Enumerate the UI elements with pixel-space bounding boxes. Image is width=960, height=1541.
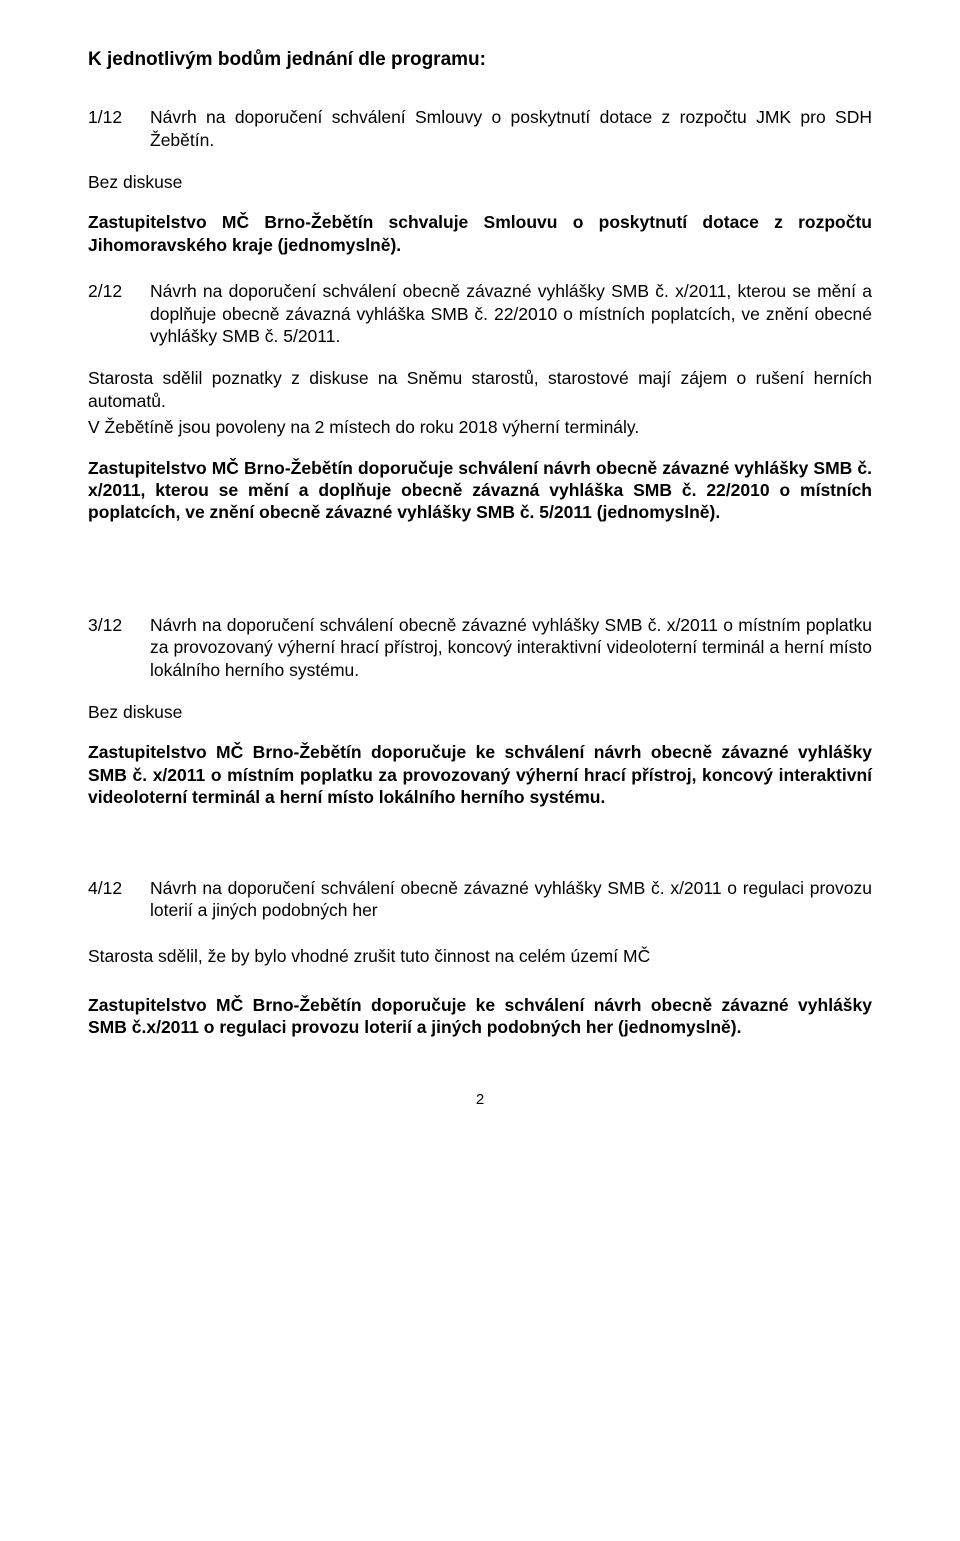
agenda-text: Návrh na doporučení schválení obecně záv… <box>150 614 872 681</box>
agenda-item-4: 4/12 Návrh na doporučení schválení obecn… <box>88 877 872 922</box>
agenda-number: 4/12 <box>88 877 150 922</box>
resolution-3: Zastupitelstvo MČ Brno-Žebětín doporučuj… <box>88 741 872 808</box>
item4-note: Starosta sdělil, že by bylo vhodné zruši… <box>88 945 872 967</box>
item2-note-2: V Žebětíně jsou povoleny na 2 místech do… <box>88 416 872 438</box>
agenda-item-3: 3/12 Návrh na doporučení schválení obecn… <box>88 614 872 681</box>
page-number: 2 <box>88 1090 872 1109</box>
resolution-4: Zastupitelstvo MČ Brno-Žebětín doporučuj… <box>88 994 872 1039</box>
agenda-number: 1/12 <box>88 106 150 151</box>
agenda-item-2: 2/12 Návrh na doporučení schválení obecn… <box>88 280 872 347</box>
agenda-text: Návrh na doporučení schválení obecně záv… <box>150 280 872 347</box>
agenda-number: 2/12 <box>88 280 150 347</box>
document-title: K jednotlivým bodům jednání dle programu… <box>88 48 872 72</box>
no-discussion-label: Bez diskuse <box>88 701 872 723</box>
resolution-1: Zastupitelstvo MČ Brno-Žebětín schvaluje… <box>88 211 872 256</box>
agenda-text: Návrh na doporučení schválení obecně záv… <box>150 877 872 922</box>
item2-note-1: Starosta sdělil poznatky z diskuse na Sn… <box>88 367 872 412</box>
agenda-text: Návrh na doporučení schválení Smlouvy o … <box>150 106 872 151</box>
resolution-2: Zastupitelstvo MČ Brno-Žebětín doporučuj… <box>88 457 872 524</box>
agenda-number: 3/12 <box>88 614 150 681</box>
agenda-item-1: 1/12 Návrh na doporučení schválení Smlou… <box>88 106 872 151</box>
no-discussion-label: Bez diskuse <box>88 171 872 193</box>
